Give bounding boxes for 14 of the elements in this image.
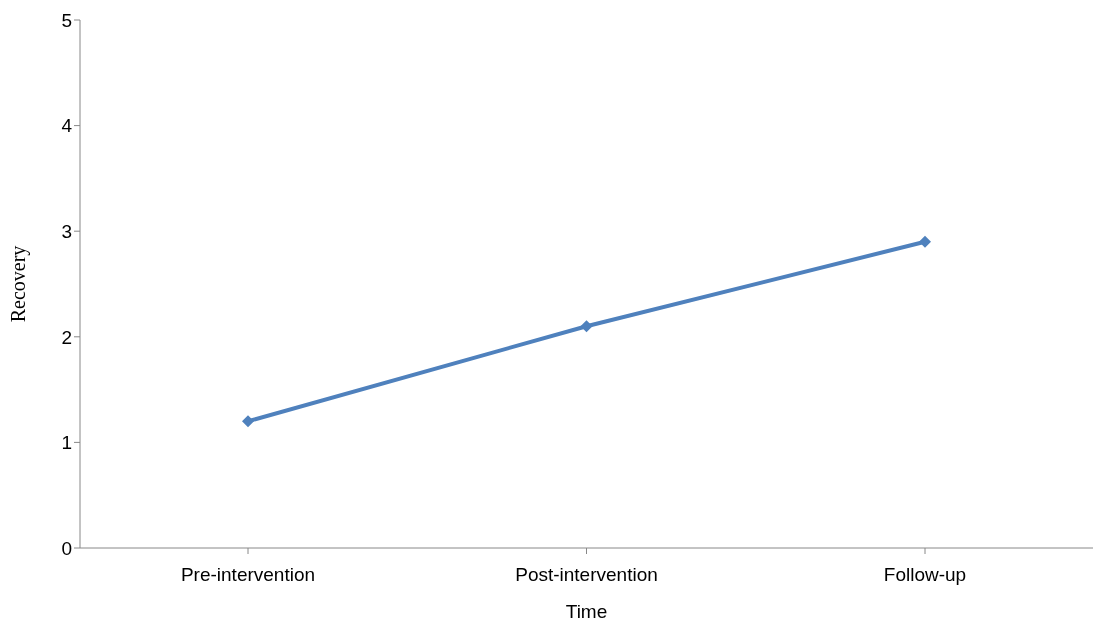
x-tick-label: Pre-intervention bbox=[180, 564, 316, 586]
y-tick-label: 5 bbox=[61, 9, 72, 31]
y-axis-title: Recovery bbox=[7, 245, 31, 323]
x-tick-label: Post-intervention bbox=[515, 564, 658, 586]
x-tick-label: Follow-up bbox=[883, 564, 967, 586]
point bbox=[919, 235, 931, 248]
point bbox=[580, 320, 593, 333]
x-axis-title: Time bbox=[565, 601, 608, 622]
point bbox=[242, 415, 254, 428]
y-tick-label: 1 bbox=[61, 432, 72, 454]
y-tick-label: 2 bbox=[61, 326, 72, 348]
y-tick-label: 3 bbox=[61, 220, 72, 242]
y-tick-label: 4 bbox=[61, 115, 73, 137]
y-tick-label: 0 bbox=[61, 537, 72, 559]
